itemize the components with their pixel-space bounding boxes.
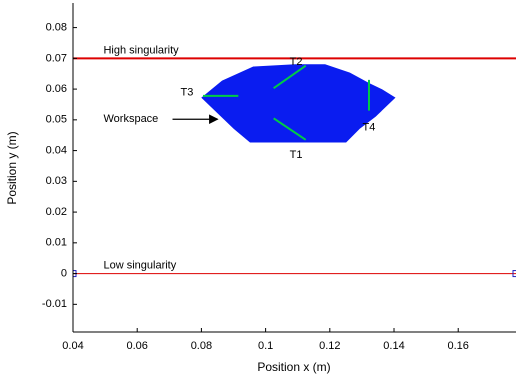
segment-label-t3: T3 (181, 87, 194, 99)
segment-label-t2: T2 (290, 56, 303, 68)
segment-label-t4: T4 (363, 121, 376, 133)
x-tick-label: 0.04 (62, 340, 83, 352)
x-tick-label: 0.1 (258, 340, 273, 352)
x-tick-label: 0.08 (191, 340, 212, 352)
x-tick-label: 0.16 (448, 340, 469, 352)
x-tick-label: 0.14 (383, 340, 404, 352)
low-singularity-label: Low singularity (103, 260, 176, 272)
x-tick-label: 0.06 (126, 340, 147, 352)
ticks: 0.04 0.06 0.08 0.1 0.12 0.14 0.16 -0.01 0 0.01 0.0… (42, 22, 469, 352)
segment-label-t1: T1 (290, 149, 303, 161)
trajectory-segments (203, 64, 370, 141)
high-singularity-label: High singularity (103, 44, 179, 56)
segment-t2 (273, 64, 307, 89)
plot-area (73, 57, 516, 278)
y-tick-label: 0.04 (46, 144, 67, 156)
axes (72, 3, 516, 333)
x-tick-label: 0.12 (319, 340, 340, 352)
y-tick-label: 0.07 (46, 52, 67, 64)
segment-t1 (273, 117, 307, 141)
y-tick-label: 0.01 (46, 237, 67, 249)
y-tick-label: 0.06 (46, 83, 67, 95)
workspace-label: Workspace (103, 113, 158, 125)
low-singularity-marker (512, 270, 516, 278)
y-tick-label: 0.08 (46, 22, 67, 34)
y-tick-label: 0.03 (46, 175, 67, 187)
y-tick-label: 0.05 (46, 114, 67, 126)
segment-labels: T1 T2 T3 T4 (181, 56, 376, 161)
y-tick-label: -0.01 (42, 298, 67, 310)
y-axis-title: Position y (m) (5, 131, 19, 204)
annotations: High singularity Low singularity Workspa… (103, 44, 375, 271)
workspace-region (201, 64, 396, 143)
y-tick-label: 0.02 (46, 206, 67, 218)
x-axis-title: Position x (m) (257, 360, 330, 374)
y-tick-label: 0 (61, 267, 67, 279)
